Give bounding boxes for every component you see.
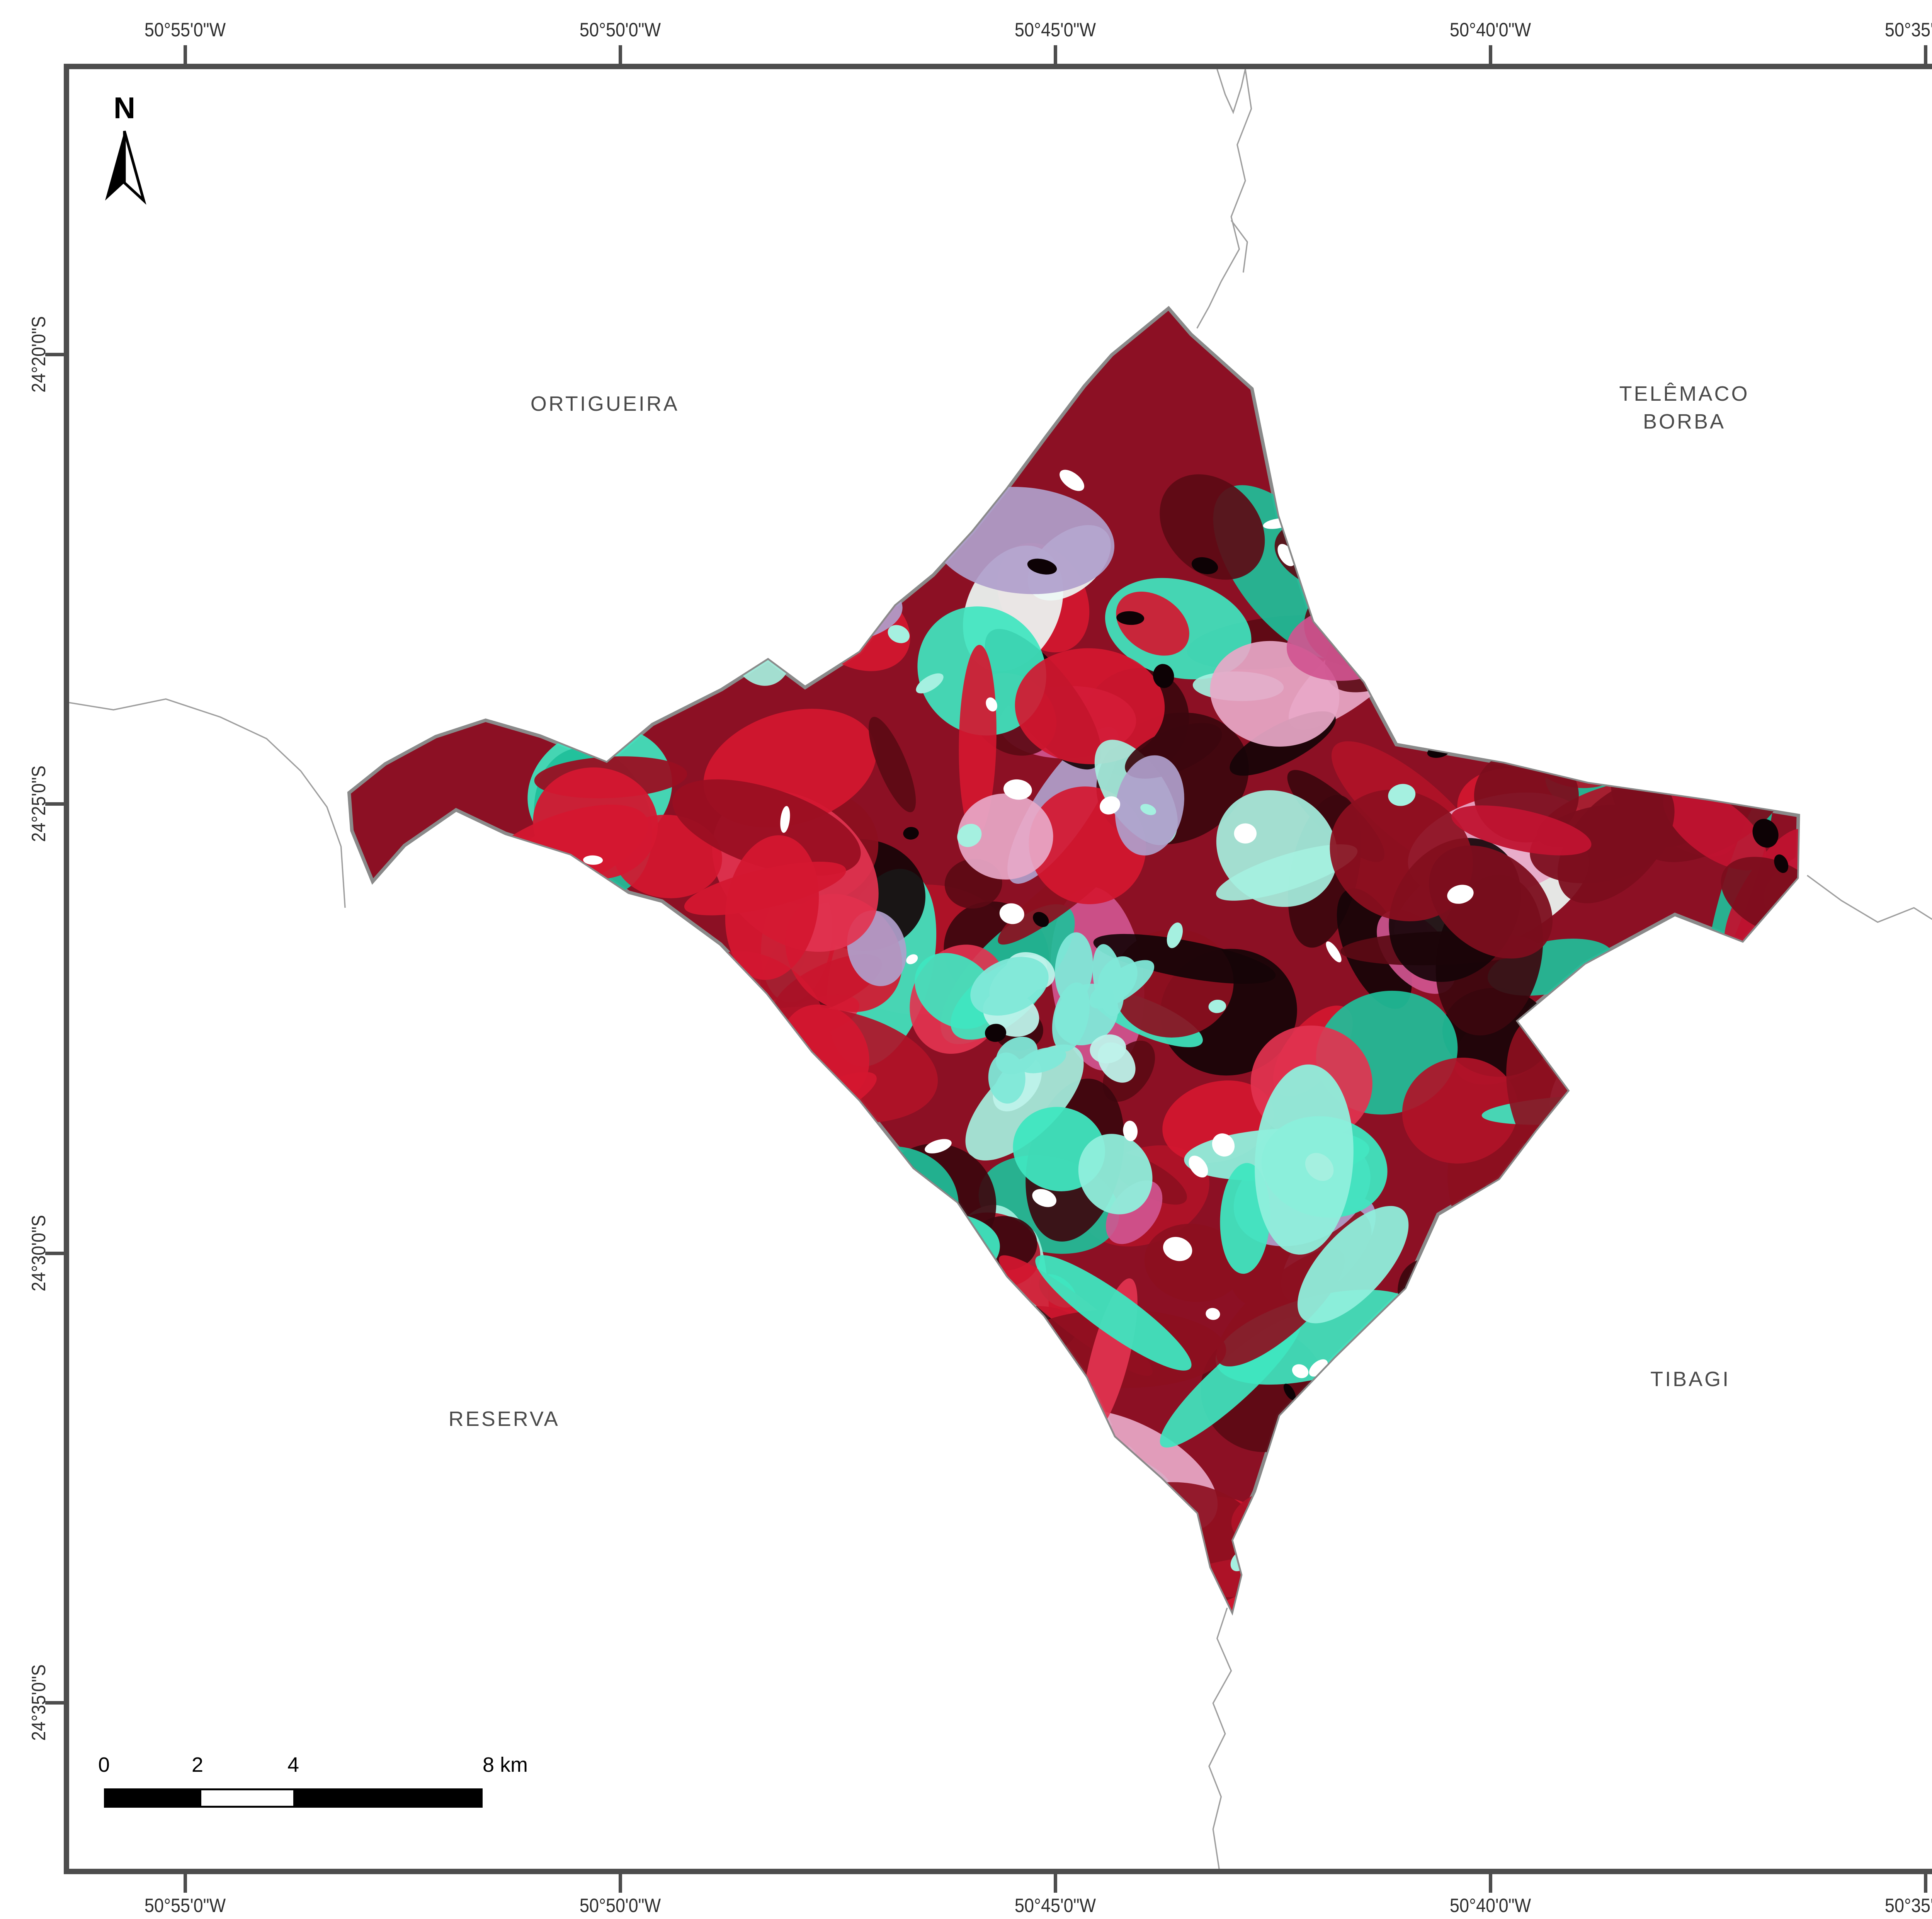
scale-bar-graphic (104, 1788, 483, 1808)
tick-top-4 (1924, 45, 1927, 64)
scale-tick-8km: 8 km (483, 1753, 528, 1776)
satellite-mosaic-map (69, 69, 1932, 1869)
tick-bottom-2 (1054, 1874, 1057, 1893)
north-arrow: N (92, 90, 157, 206)
tick-bottom-4 (1924, 1874, 1927, 1893)
tick-top-3 (1489, 45, 1492, 64)
coord-top-1: 50°50'0"W (579, 19, 661, 41)
coord-bottom-0: 50°55'0"W (144, 1895, 226, 1916)
neighbor-boundary-lines (69, 69, 1932, 1869)
main-map-frame: N ORTIGUEIRA TELÊMACO BORBA RESERVA TIBA… (64, 64, 1932, 1874)
tick-top-1 (619, 45, 622, 64)
tick-left-0 (45, 353, 64, 356)
north-label: N (113, 91, 136, 125)
scale-tick-0: 0 (98, 1753, 110, 1776)
coord-bottom-2: 50°45'0"W (1014, 1895, 1096, 1916)
scale-tick-2: 2 (191, 1753, 204, 1776)
neighbor-label-ortigueira: ORTIGUEIRA (530, 392, 679, 416)
neighbor-label-tibagi: TIBAGI (1650, 1368, 1731, 1391)
coord-bottom-3: 50°40'0"W (1449, 1895, 1531, 1916)
coord-top-0: 50°55'0"W (144, 19, 226, 41)
tick-left-1 (45, 802, 64, 806)
coord-top-2: 50°45'0"W (1014, 19, 1096, 41)
scale-tick-4: 4 (287, 1753, 299, 1776)
tick-bottom-0 (184, 1874, 187, 1893)
scale-bar: 0 2 4 8 km (85, 1753, 571, 1822)
coord-bottom-1: 50°50'0"W (579, 1895, 661, 1916)
tick-bottom-3 (1489, 1874, 1492, 1893)
tick-left-2 (45, 1252, 64, 1255)
tick-left-3 (45, 1701, 64, 1705)
coord-top-4: 50°35'0"W (1884, 19, 1932, 41)
north-arrow-icon (105, 131, 146, 205)
neighbor-label-reserva: RESERVA (448, 1407, 560, 1431)
neighbor-label-telemaco-borba: TELÊMACO BORBA (1619, 382, 1750, 433)
tick-bottom-1 (619, 1874, 622, 1893)
coord-bottom-4: 50°35'0"W (1884, 1895, 1932, 1916)
tick-top-0 (184, 45, 187, 64)
coord-top-3: 50°40'0"W (1449, 19, 1531, 41)
tick-top-2 (1054, 45, 1057, 64)
